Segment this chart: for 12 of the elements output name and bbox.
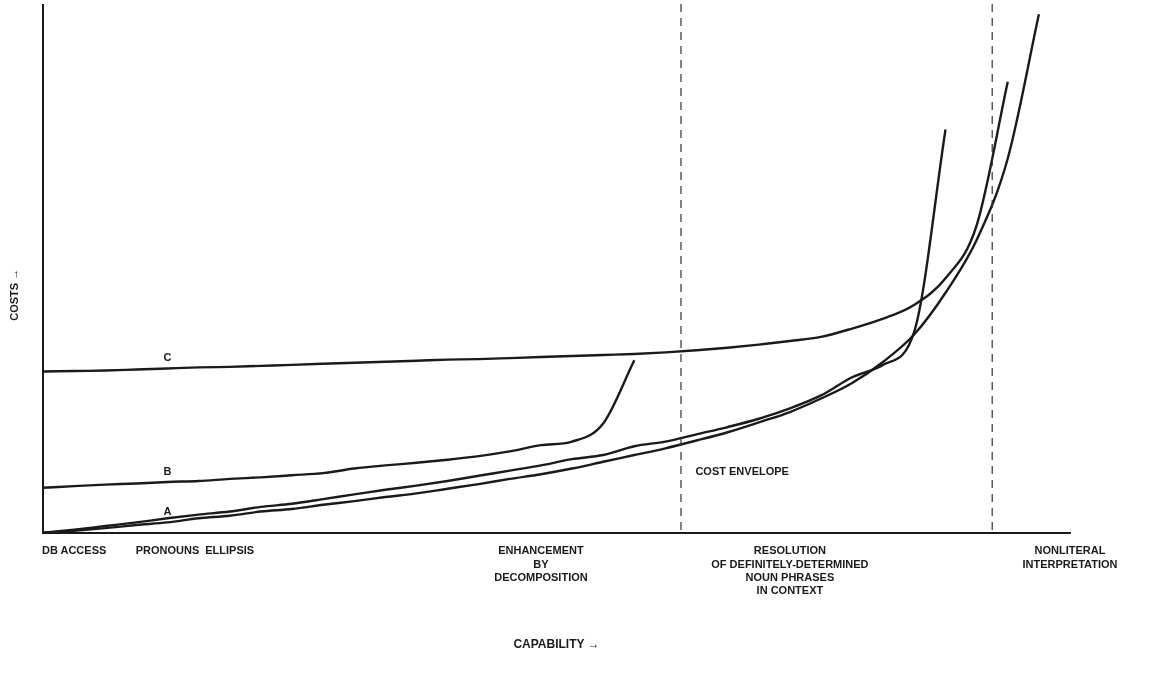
series-label: C <box>163 351 172 364</box>
series-label: B <box>163 464 172 477</box>
x-tick-label: DB ACCESS <box>41 544 107 557</box>
series-label: A <box>163 505 172 518</box>
x-tick-label: NONLITERAL INTERPRETATION <box>1022 544 1118 570</box>
x-tick-label: RESOLUTION OF DEFINITELY-DETERMINED NOUN PHRASES IN CONTEXT <box>711 544 869 597</box>
x-tick-label: ELLIPSIS <box>205 544 255 557</box>
x-tick-label: PRONOUNS <box>135 544 200 557</box>
x-axis-title: CAPABILITY → <box>513 637 600 652</box>
y-axis-title: COSTS → <box>8 268 20 321</box>
x-tick-label: ENHANCEMENT BY DECOMPOSITION <box>494 544 588 583</box>
annotation: COST ENVELOPE <box>695 464 789 477</box>
